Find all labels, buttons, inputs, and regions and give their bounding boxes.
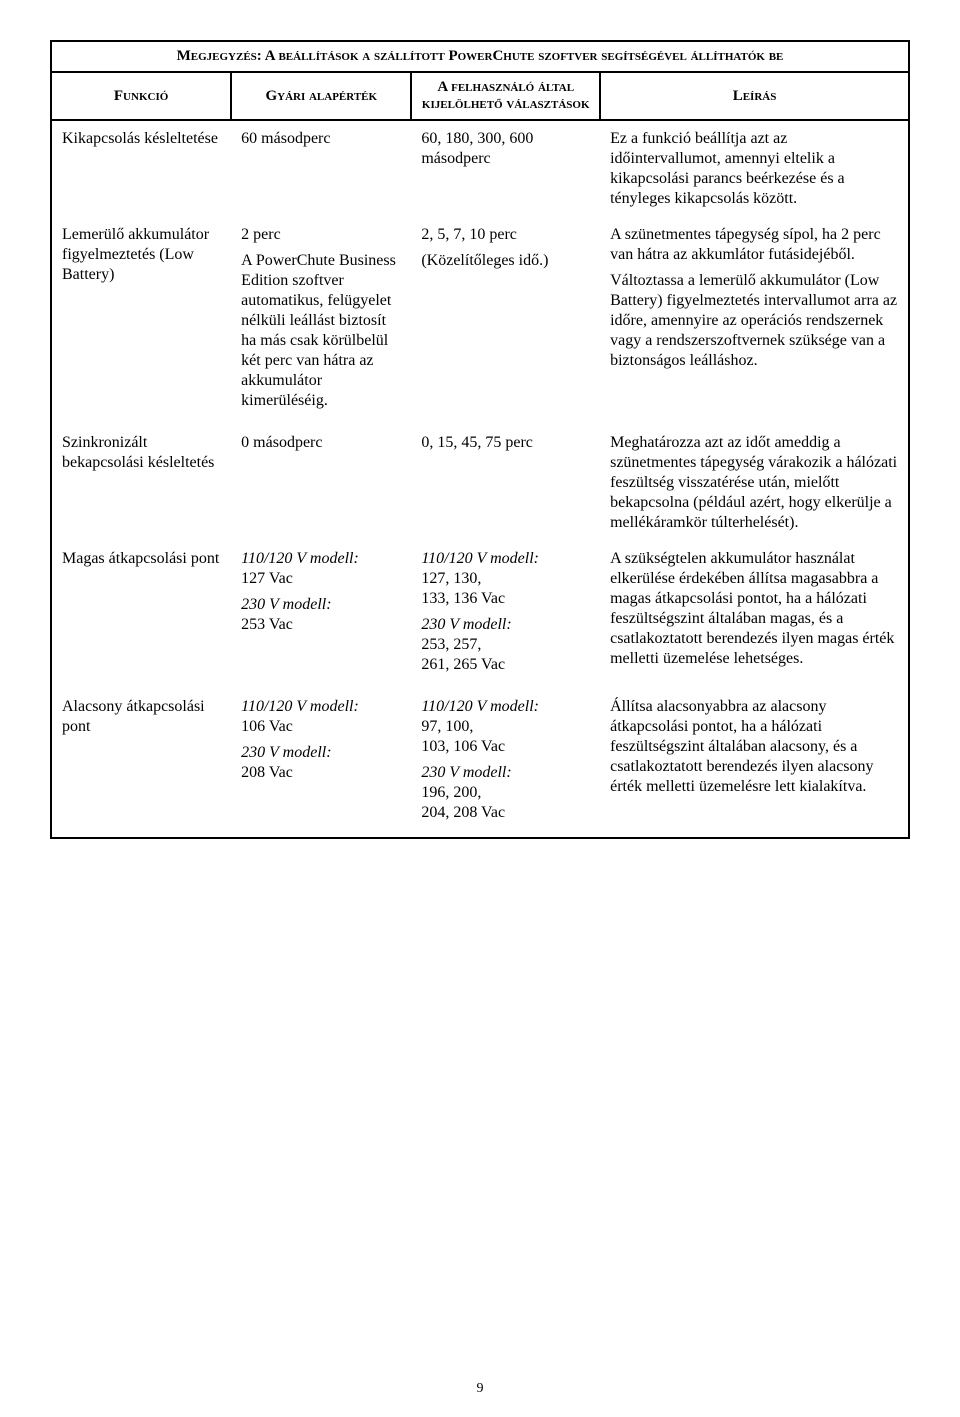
model-label: 110/120 V modell:: [241, 698, 359, 715]
cell-text: (Közelítőleges idő.): [421, 251, 590, 271]
cell-text: 2, 5, 7, 10 perc: [421, 225, 590, 245]
header-func: Funkció: [51, 72, 231, 120]
cell-options: 110/120 V modell: 97, 100,103, 106 Vac 2…: [411, 689, 600, 838]
cell-default: 60 másodperc: [231, 120, 411, 217]
cell-text: Változtassa a lemerülő akkumulátor (Low …: [610, 271, 898, 371]
model-value: 127 Vac: [241, 570, 293, 587]
model-value: 253, 257,261, 265 Vac: [421, 636, 505, 673]
cell-options: 60, 180, 300, 600 másodperc: [411, 120, 600, 217]
model-value: 208 Vac: [241, 764, 293, 781]
cell-options: 2, 5, 7, 10 perc (Közelítőleges idő.): [411, 217, 600, 425]
header-default: Gyári alapérték: [231, 72, 411, 120]
settings-table: Megjegyzés: A beállítások a szállított P…: [50, 40, 910, 839]
cell-desc: Meghatározza azt az időt ameddig a szüne…: [600, 425, 909, 541]
table-row: Lemerülő akkumulátor figyelmeztetés (Low…: [51, 217, 909, 425]
cell-default: 110/120 V modell: 106 Vac 230 V modell: …: [231, 689, 411, 838]
model-label: 110/120 V modell:: [241, 550, 359, 567]
table-title: Megjegyzés: A beállítások a szállított P…: [51, 41, 909, 72]
model-value: 253 Vac: [241, 616, 293, 633]
cell-desc: A szükségtelen akkumulátor használat elk…: [600, 541, 909, 689]
cell-default: 2 perc A PowerChute Business Edition szo…: [231, 217, 411, 425]
table-row: Alacsony átkapcsolási pont 110/120 V mod…: [51, 689, 909, 838]
header-desc: Leírás: [600, 72, 909, 120]
model-label: 230 V modell:: [241, 596, 331, 613]
model-label: 230 V modell:: [421, 764, 511, 781]
header-options: A felhasználó által kijelölhető választá…: [411, 72, 600, 120]
cell-options: 110/120 V modell: 127, 130,133, 136 Vac …: [411, 541, 600, 689]
page-number: 9: [50, 1381, 910, 1397]
cell-desc: Ez a funkció beállítja azt az időinterva…: [600, 120, 909, 217]
model-value: 97, 100,103, 106 Vac: [421, 718, 505, 755]
cell-func: Magas átkapcsolási pont: [51, 541, 231, 689]
cell-func: Alacsony átkapcsolási pont: [51, 689, 231, 838]
page: Megjegyzés: A beállítások a szállított P…: [0, 0, 960, 1417]
table-row: Kikapcsolás késleltetése 60 másodperc 60…: [51, 120, 909, 217]
model-label: 110/120 V modell:: [421, 698, 539, 715]
cell-text: A PowerChute Business Edition szoftver a…: [241, 251, 401, 411]
cell-func: Szinkronizált bekapcsolási késleltetés: [51, 425, 231, 541]
cell-options: 0, 15, 45, 75 perc: [411, 425, 600, 541]
table-header-row: Funkció Gyári alapérték A felhasználó ál…: [51, 72, 909, 120]
table-row: Magas átkapcsolási pont 110/120 V modell…: [51, 541, 909, 689]
model-label: 230 V modell:: [421, 616, 511, 633]
table-row: Szinkronizált bekapcsolási késleltetés 0…: [51, 425, 909, 541]
model-label: 110/120 V modell:: [421, 550, 539, 567]
cell-desc: A szünetmentes tápegység sípol, ha 2 per…: [600, 217, 909, 425]
model-value: 196, 200,204, 208 Vac: [421, 784, 505, 821]
cell-text: 2 perc: [241, 225, 401, 245]
cell-default: 0 másodperc: [231, 425, 411, 541]
model-value: 127, 130,133, 136 Vac: [421, 570, 505, 607]
cell-desc: Állítsa alacsonyabbra az alacsony átkapc…: [600, 689, 909, 838]
table-title-row: Megjegyzés: A beállítások a szállított P…: [51, 41, 909, 72]
cell-func: Lemerülő akkumulátor figyelmeztetés (Low…: [51, 217, 231, 425]
cell-default: 110/120 V modell: 127 Vac 230 V modell: …: [231, 541, 411, 689]
model-value: 106 Vac: [241, 718, 293, 735]
model-label: 230 V modell:: [241, 744, 331, 761]
cell-text: A szünetmentes tápegység sípol, ha 2 per…: [610, 225, 898, 265]
cell-func: Kikapcsolás késleltetése: [51, 120, 231, 217]
